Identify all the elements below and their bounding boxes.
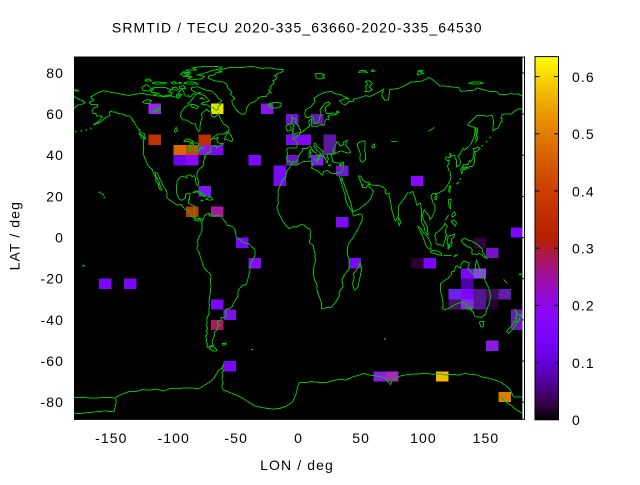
- svg-text:0.4: 0.4: [572, 183, 595, 199]
- svg-text:-150: -150: [95, 430, 127, 446]
- svg-text:60: 60: [46, 106, 64, 122]
- svg-text:-40: -40: [40, 312, 64, 328]
- svg-text:0.3: 0.3: [572, 241, 595, 257]
- svg-text:0: 0: [294, 430, 303, 446]
- svg-text:0: 0: [572, 412, 581, 428]
- svg-text:40: 40: [46, 147, 64, 163]
- svg-text:LAT / deg: LAT / deg: [7, 201, 23, 270]
- svg-text:20: 20: [46, 188, 64, 204]
- svg-text:150: 150: [473, 430, 500, 446]
- svg-text:0.5: 0.5: [572, 126, 595, 142]
- svg-text:-80: -80: [40, 394, 64, 410]
- svg-text:0: 0: [55, 230, 64, 246]
- svg-text:-20: -20: [40, 271, 64, 287]
- svg-text:SRMTID / TECU 2020-335_63660-2: SRMTID / TECU 2020-335_63660-2020-335_64…: [112, 20, 483, 36]
- svg-text:0.6: 0.6: [572, 69, 595, 85]
- svg-text:LON / deg: LON / deg: [260, 457, 334, 473]
- svg-text:0.1: 0.1: [572, 355, 595, 371]
- svg-text:100: 100: [410, 430, 437, 446]
- svg-text:-100: -100: [157, 430, 189, 446]
- svg-text:-60: -60: [40, 353, 64, 369]
- svg-text:-50: -50: [224, 430, 248, 446]
- svg-text:50: 50: [352, 430, 370, 446]
- svg-text:0.2: 0.2: [572, 298, 595, 314]
- svg-text:80: 80: [46, 65, 64, 81]
